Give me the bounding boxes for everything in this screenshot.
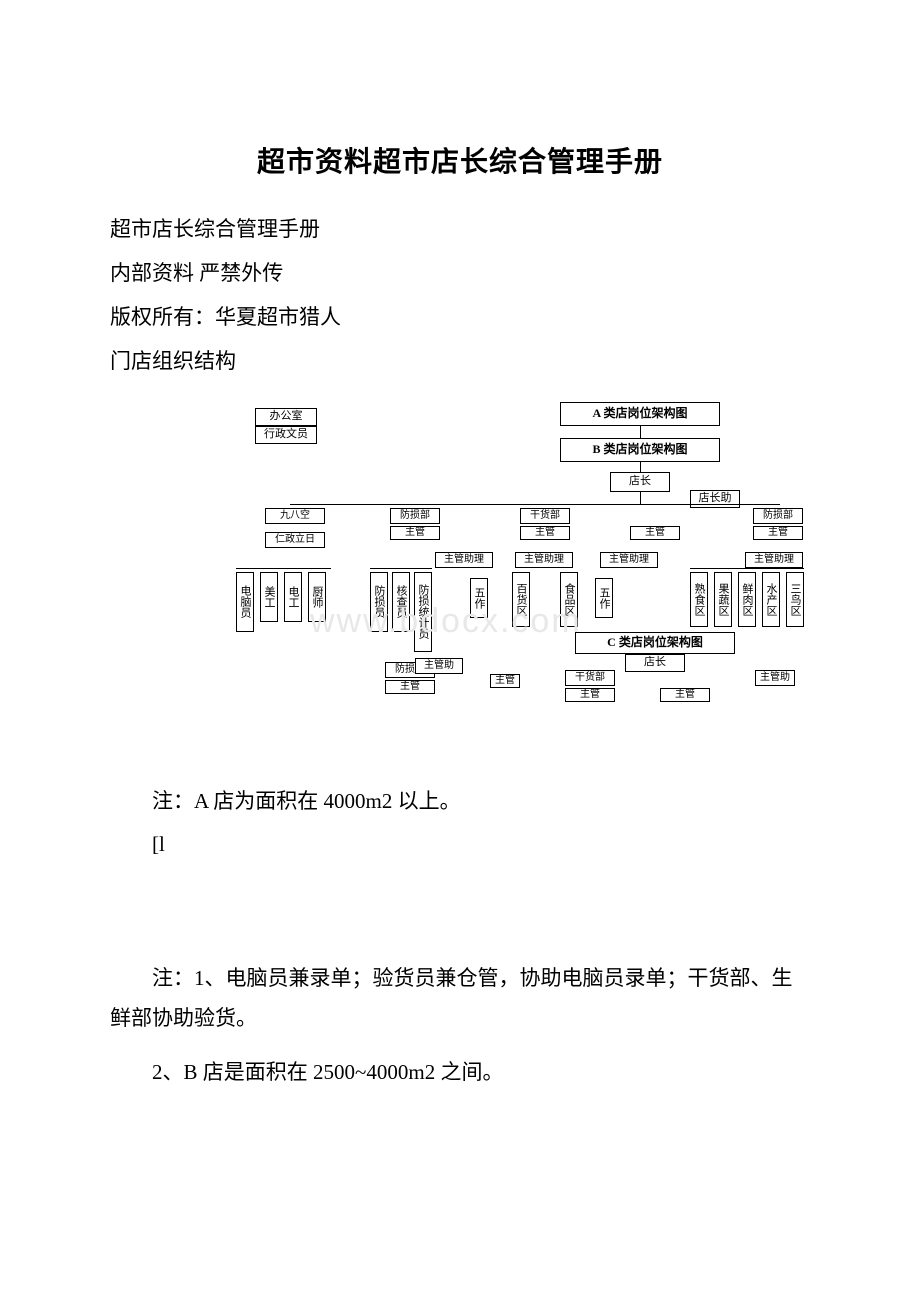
box-manager: 店长: [610, 472, 670, 492]
box-ass-sup1: 主管助理: [435, 552, 493, 568]
org-chart-diagram: 办公室 行政文员 A 类店岗位架构图 B 类店岗位架构图 店长 店长助 九八空 …: [110, 402, 810, 712]
box-dept-mid1: 防损部: [390, 508, 440, 524]
box-ass-sup3: 主管助理: [600, 552, 658, 568]
vbox-misc2: 五作: [595, 578, 613, 618]
box-ass-sup4: 主管助理: [745, 552, 803, 568]
vbox-col13: 水产区: [762, 572, 780, 627]
note-2: 2、B 店是面积在 2500~4000m2 之间。: [110, 1053, 810, 1093]
box-bottom-sup: 主管助: [415, 658, 463, 674]
vbox-col12: 鲜肉区: [738, 572, 756, 627]
box-dept-left: 九八空: [265, 508, 325, 524]
note-a: 注：A 店为面积在 4000m2 以上。: [110, 782, 810, 822]
box-office: 办公室: [255, 408, 317, 426]
box-ass-sup2: 主管助理: [515, 552, 573, 568]
vbox-col3: 电工: [284, 572, 302, 622]
box-dept-mid2: 干货部: [520, 508, 570, 524]
box-title-c: C 类店岗位架构图: [575, 632, 735, 654]
box-title-b: B 类店岗位架构图: [560, 438, 720, 462]
vbox-col14: 三鸟区: [786, 572, 804, 627]
intro-p4: 门店组织结构: [110, 342, 810, 382]
box-bottom-sup2: 主管: [490, 674, 520, 688]
box-dept-head1: 主管: [390, 526, 440, 540]
box-bottom-sup3: 主管助: [755, 670, 795, 686]
box-title-a: A 类店岗位架构图: [560, 402, 720, 426]
vbox-col11: 果蔬区: [714, 572, 732, 627]
vbox-col10: 熟食区: [690, 572, 708, 627]
note-bracket: [l: [110, 825, 810, 865]
box-dept-head2: 主管: [520, 526, 570, 540]
box-clerk: 行政文员: [255, 426, 317, 444]
box-dept-head4: 主管: [753, 526, 803, 540]
box-bottom-3: 干货部: [565, 670, 615, 686]
box-dept-left-sub: 仁政立日: [265, 532, 325, 548]
box-bottom-1b: 主管: [385, 680, 435, 694]
intro-p2: 内部资料 严禁外传: [110, 254, 810, 294]
box-dept-right: 防损部: [753, 508, 803, 524]
note-1: 注：1、电脑员兼录单；验货员兼仓管，协助电脑员录单；干货部、生鲜部协助验货。: [110, 959, 810, 1039]
intro-p1: 超市店长综合管理手册: [110, 210, 810, 250]
vbox-col1: 电脑员: [236, 572, 254, 632]
watermark: www.bdocx.com: [310, 602, 582, 641]
page-title: 超市资料超市店长综合管理手册: [110, 140, 810, 180]
intro-p3: 版权所有：华夏超市猎人: [110, 298, 810, 338]
box-dept-head3: 主管: [630, 526, 680, 540]
box-bottom-3b: 主管: [565, 688, 615, 702]
box-bottom-4b: 主管: [660, 688, 710, 702]
box-assist-mgr: 店长助: [690, 490, 740, 508]
vbox-col2: 美工: [260, 572, 278, 622]
box-manager-c: 店长: [625, 654, 685, 672]
